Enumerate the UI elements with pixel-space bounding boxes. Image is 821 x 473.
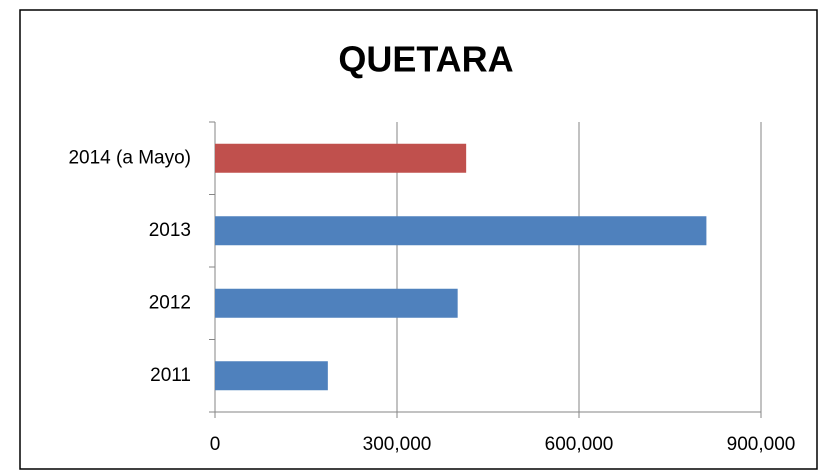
y-tick-label: 2013 — [149, 220, 191, 241]
x-tick-label: 300,000 — [363, 434, 432, 455]
x-tick-label: 900,000 — [727, 434, 796, 455]
x-tick-label: 600,000 — [545, 434, 614, 455]
bar — [215, 216, 707, 246]
y-tick-label: 2011 — [150, 365, 191, 386]
y-tick-label: 2012 — [149, 292, 191, 313]
bar — [215, 361, 328, 391]
x-tick-label: 0 — [210, 434, 221, 455]
chart-title: QUETARA — [338, 39, 513, 80]
bar — [215, 143, 467, 173]
y-tick-label: 2014 (a Mayo) — [68, 147, 191, 168]
bar — [215, 288, 458, 318]
